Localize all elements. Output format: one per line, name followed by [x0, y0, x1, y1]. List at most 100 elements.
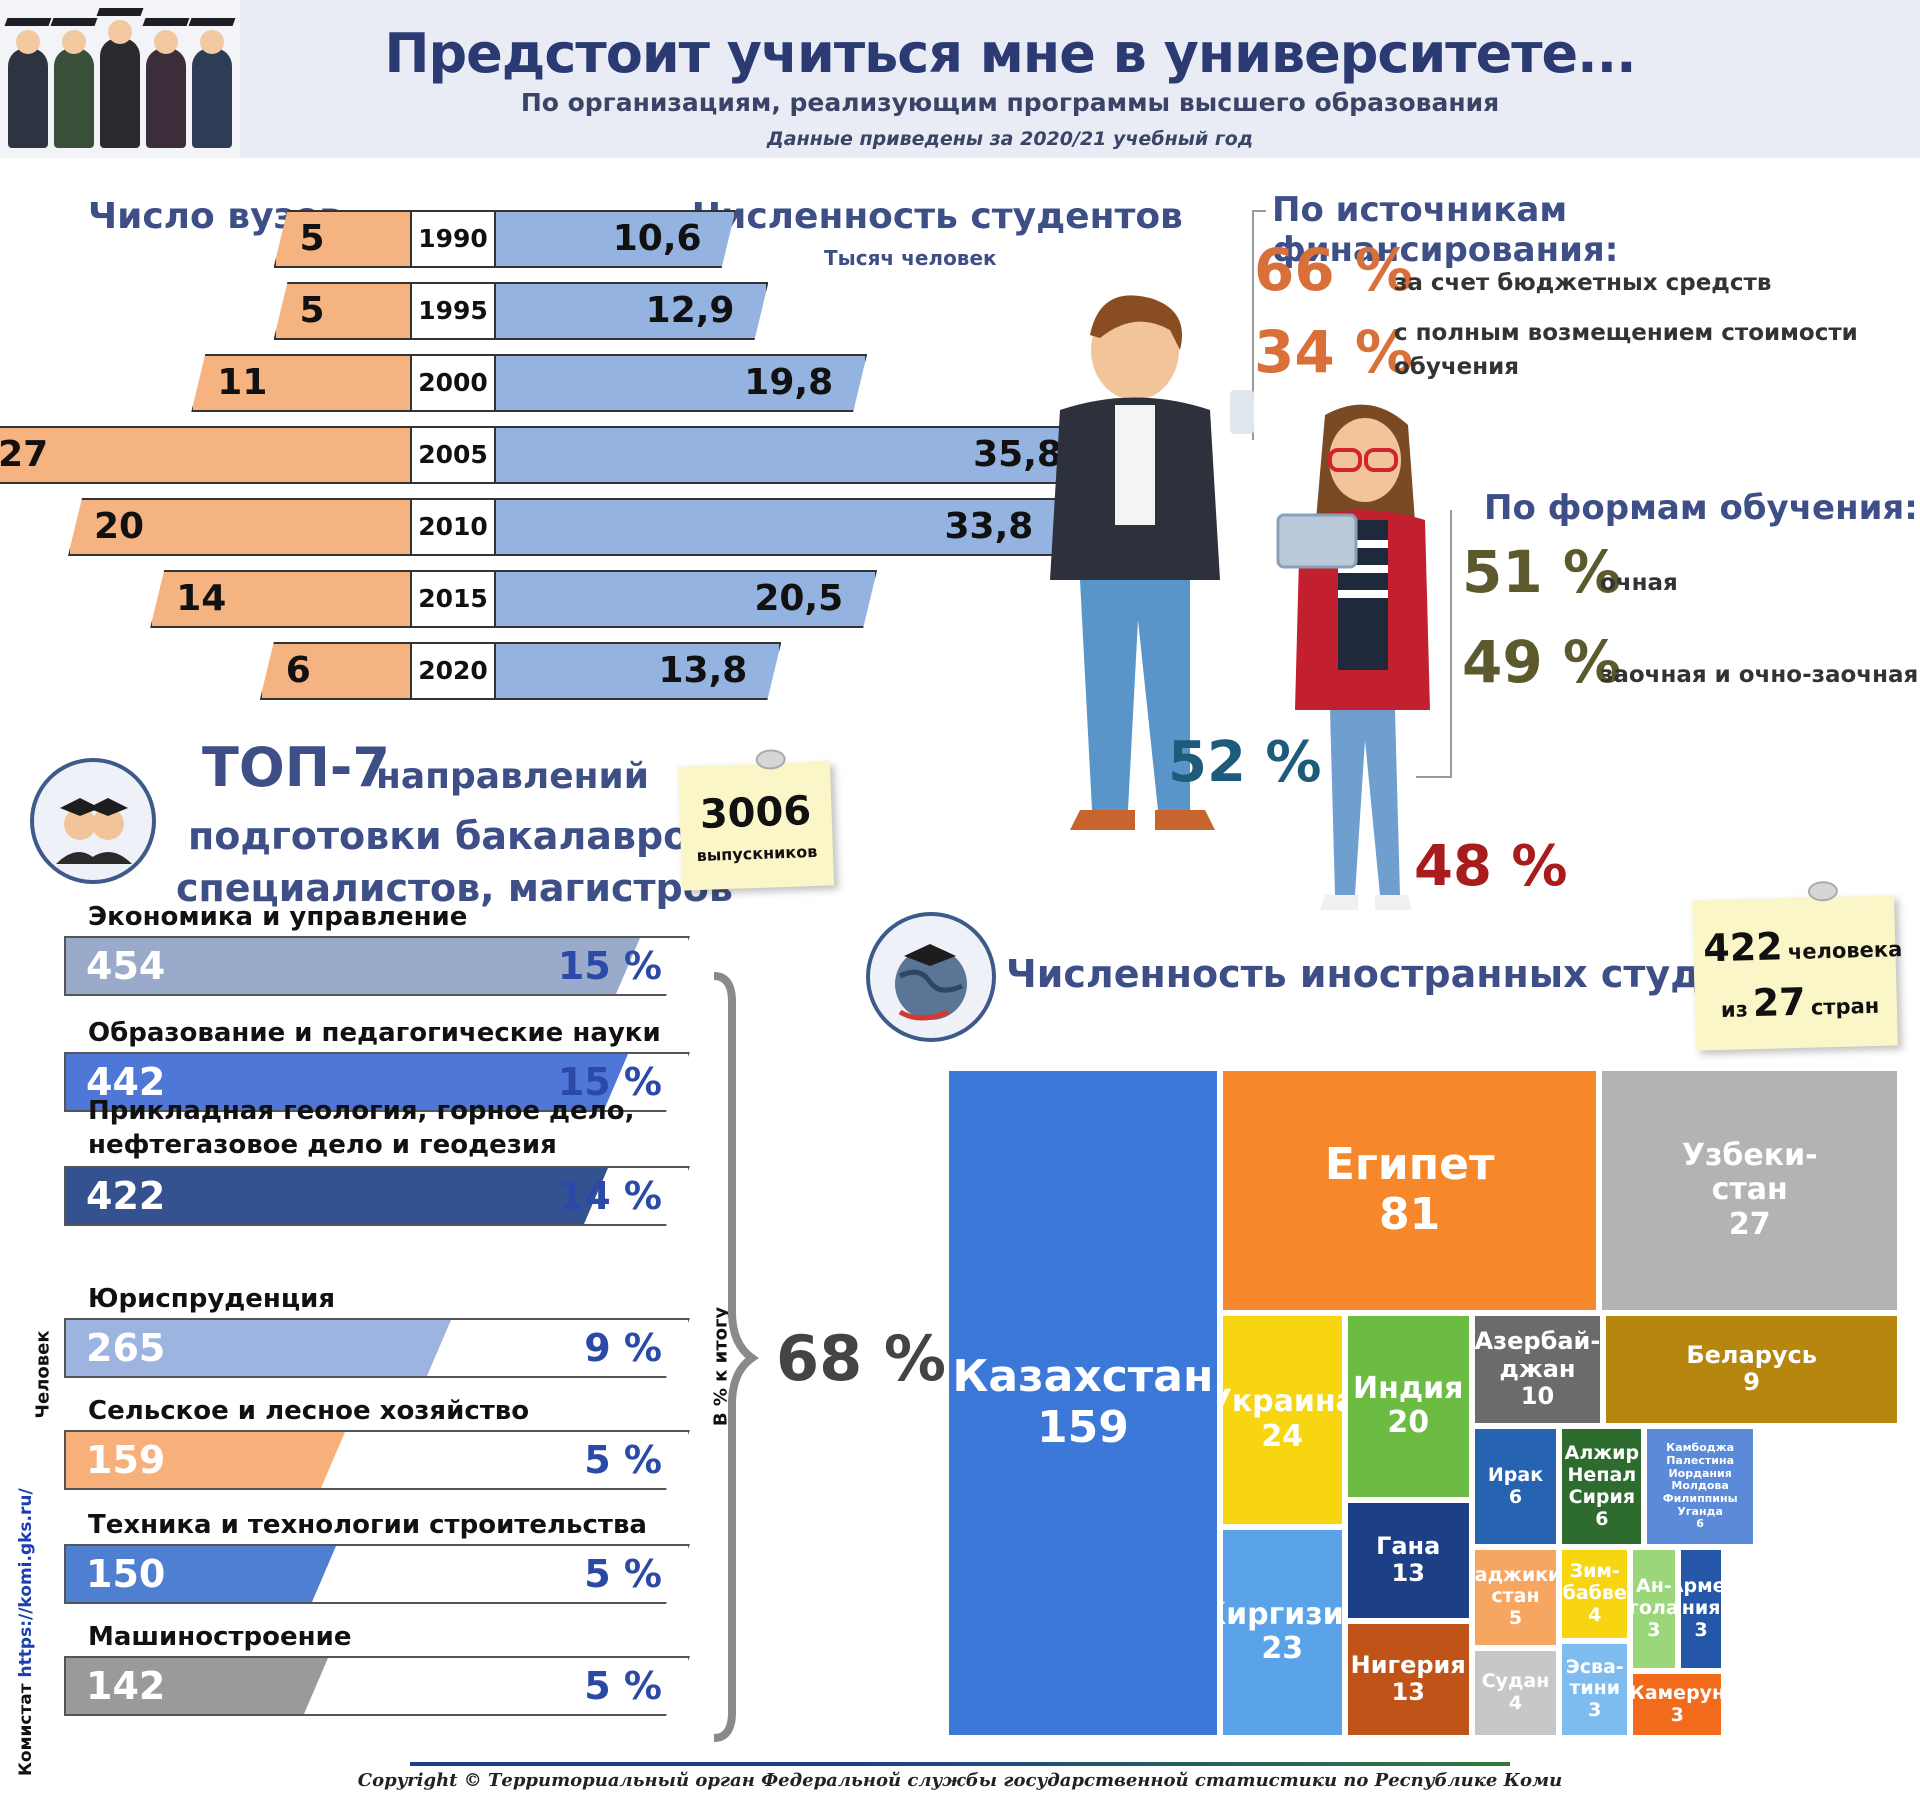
treemap-cell: Судан 4: [1471, 1647, 1560, 1738]
treemap-value: 20: [1387, 1405, 1430, 1441]
treemap-cell: Камбоджа Палестина Иордания Молдова Фили…: [1644, 1426, 1756, 1548]
direction-label: Сельское и лесное хозяйство: [88, 1396, 530, 1426]
foreign-countries-label: стран: [1810, 993, 1880, 1020]
direction-pct: 5 %: [584, 1438, 662, 1482]
graduates-circle-icon: [30, 758, 156, 884]
direction-label: Техника и технологии строительства: [88, 1510, 647, 1540]
direction-label-line2: нефтегазовое дело и геодезия: [88, 1130, 557, 1160]
students-value: 33,8: [944, 506, 1034, 547]
treemap-country: Зим- бабве: [1562, 1560, 1627, 1605]
direction-bar: 265 9 %: [64, 1318, 690, 1378]
treemap-cell: Киргизия23: [1219, 1526, 1345, 1738]
financing-bracket-tick: [1252, 210, 1266, 212]
treemap-country: Нигерия: [1350, 1650, 1466, 1679]
top7-title-big: ТОП-7: [202, 736, 390, 799]
financing-bracket: [1252, 210, 1254, 440]
direction-value: 454: [86, 944, 166, 988]
direction-value: 442: [86, 1060, 166, 1104]
foreign-from-label: из: [1720, 997, 1749, 1022]
direction-label: Прикладная геология, горное дело,: [88, 1096, 635, 1126]
paid-label-line1: с полным возмещением стоимости: [1394, 320, 1858, 346]
direction-bar-fill: [66, 1546, 336, 1602]
direction-bar: 142 5 %: [64, 1656, 690, 1716]
treemap-cell: Ан- гола 3: [1630, 1547, 1678, 1671]
treemap-country: Ан- гола: [1630, 1575, 1678, 1620]
treemap-country: Индия: [1353, 1370, 1464, 1406]
treemap-cell: Украина24: [1219, 1312, 1345, 1527]
treemap-value: 4: [1588, 1603, 1602, 1626]
direction-bar-fill: [66, 1432, 345, 1488]
treemap-value: 23: [1261, 1631, 1304, 1667]
treemap-cell: Египет 81: [1219, 1068, 1600, 1313]
direction-label: Образование и педагогические науки: [88, 1018, 661, 1048]
foreign-title: Численность иностранных студентов: [1006, 952, 1826, 996]
source-link[interactable]: https://komi.gks.ru/: [16, 1488, 36, 1678]
students-illustration: [1050, 295, 1430, 910]
universities-bar: [191, 354, 412, 412]
universities-bar: [68, 498, 412, 556]
treemap-value: 13: [1391, 1559, 1425, 1588]
students-unit: Тысяч человек: [824, 246, 997, 270]
treemap-value: 5: [1508, 1607, 1523, 1630]
students-value: 20,5: [754, 578, 844, 619]
students-bar: [494, 498, 1067, 556]
students-value: 10,6: [612, 218, 702, 259]
treemap-country: Ирак: [1487, 1463, 1544, 1486]
treemap-value: 3: [1670, 1703, 1684, 1726]
universities-bar: [0, 426, 412, 484]
paid-pct: 34 %: [1254, 318, 1414, 386]
students-value: 19,8: [744, 362, 834, 403]
year-label: 2000: [412, 354, 494, 412]
treemap-value: 27: [1728, 1206, 1771, 1242]
treemap-country: Украина: [1223, 1384, 1342, 1420]
axis-people-label: Человек: [32, 1330, 54, 1419]
header-banner: [0, 0, 1920, 158]
fulltime-label: очная: [1600, 570, 1678, 596]
direction-value: 159: [86, 1438, 166, 1482]
source-wrap: Комистат https://komi.gks.ru/: [6, 1488, 36, 1780]
paid-label-line2: обучения: [1394, 354, 1520, 380]
treemap-value: 13: [1391, 1678, 1425, 1707]
treemap-cell: Нигерия 13: [1344, 1620, 1472, 1738]
direction-value: 150: [86, 1552, 166, 1596]
treemap-cell: Азербай- джан 10: [1471, 1312, 1604, 1427]
parttime-pct: 49 %: [1462, 628, 1622, 696]
forms-title: По формам обучения:: [1484, 488, 1918, 528]
direction-bar-fill: [66, 1658, 328, 1714]
pin-icon: [1807, 880, 1839, 902]
students-bar: [494, 210, 736, 268]
total-brace: [713, 972, 759, 1742]
direction-value: 142: [86, 1664, 166, 1708]
treemap-country: Азербай- джан: [1474, 1327, 1601, 1383]
top7-title-line3: специалистов, магистров: [176, 866, 733, 910]
forms-bracket-tick: [1416, 776, 1452, 778]
treemap-country: Беларусь: [1686, 1340, 1817, 1369]
parttime-label: заочная и очно-заочная: [1600, 662, 1919, 688]
universities-value: 5: [299, 290, 325, 331]
treemap-country: Узбеки- стан: [1681, 1137, 1818, 1208]
direction-bar-fill: [66, 1320, 451, 1376]
graduates-illustration: [0, 0, 240, 158]
universities-bar: [273, 282, 412, 340]
page-note: Данные приведены за 2020/21 учебный год: [766, 128, 1254, 150]
treemap-cell: Индия 20: [1344, 1312, 1472, 1501]
year-label: 2005: [412, 426, 494, 484]
treemap-country: Египет: [1324, 1138, 1495, 1190]
treemap-country: Гана: [1376, 1531, 1441, 1560]
direction-pct: 14 %: [557, 1174, 662, 1218]
foreign-people: 422: [1702, 924, 1784, 971]
treemap-value: 4: [1508, 1691, 1523, 1714]
treemap-value: 9: [1743, 1368, 1760, 1397]
universities-value: 11: [217, 362, 268, 403]
direction-value: 265: [86, 1326, 166, 1370]
financing-title: По источникам финансирования:: [1272, 190, 1619, 270]
treemap-value: 10: [1520, 1382, 1555, 1411]
treemap-country: Камерун: [1630, 1681, 1725, 1704]
students-value: 13,8: [658, 650, 748, 691]
treemap-cell: Эсва- тини 3: [1559, 1640, 1631, 1738]
direction-bar: 150 5 %: [64, 1544, 690, 1604]
top7-title-rest: направлений: [376, 756, 649, 797]
direction-pct: 5 %: [584, 1552, 662, 1596]
source-label: Комистат: [16, 1683, 36, 1776]
direction-value: 422: [86, 1174, 166, 1218]
